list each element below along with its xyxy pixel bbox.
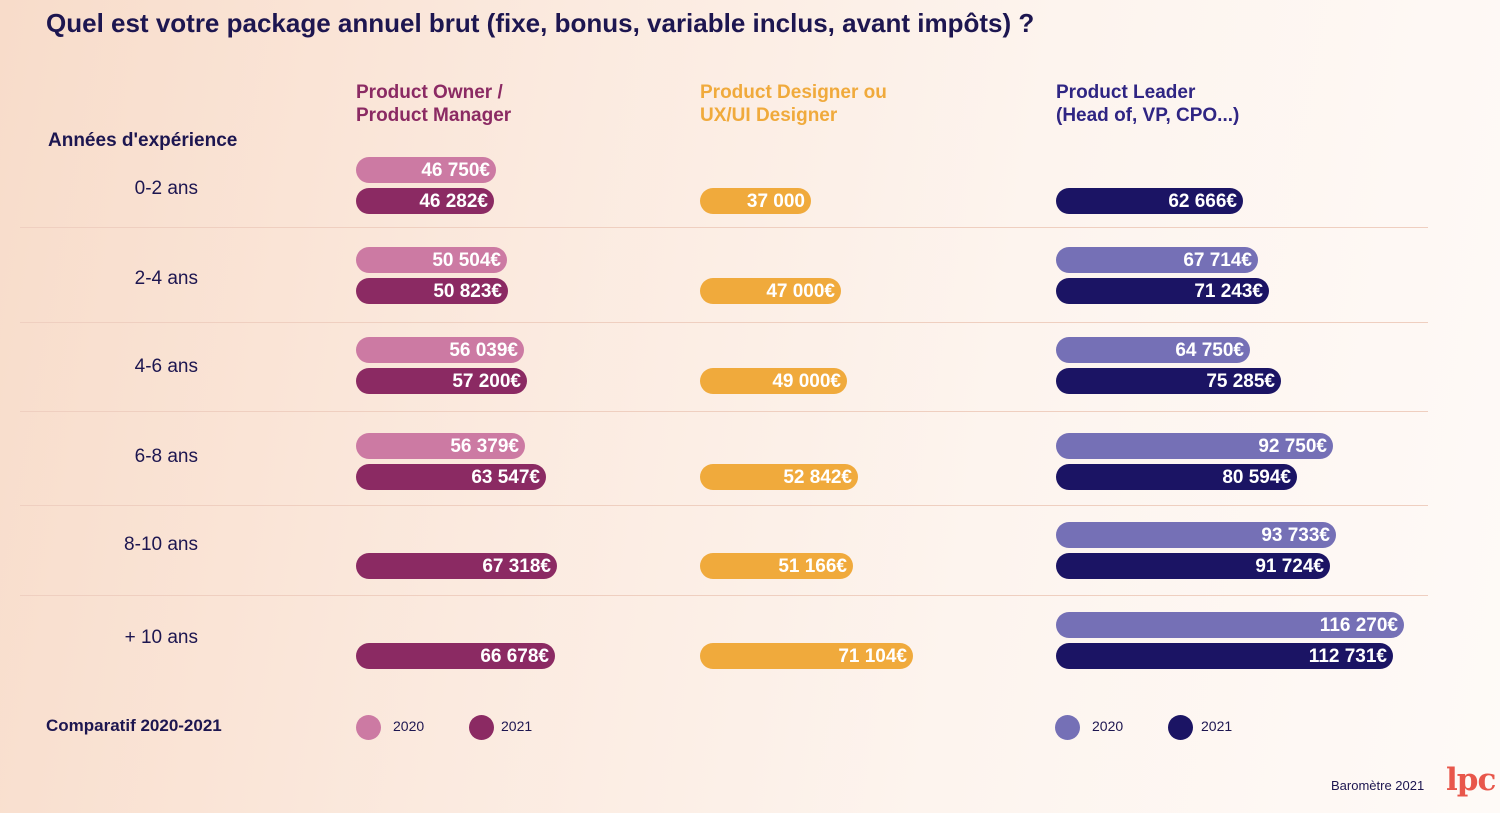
bar-value-label: 63 547€	[471, 467, 540, 488]
bar: 75 285€	[1056, 368, 1281, 394]
row-divider	[20, 411, 1428, 412]
bar: 49 000€	[700, 368, 847, 394]
bar-value-label: 51 166€	[778, 556, 847, 577]
bar: 62 666€	[1056, 188, 1243, 214]
category-label: + 10 ans	[124, 627, 198, 648]
bar: 51 166€	[700, 553, 853, 579]
bar-value-label: 71 104€	[838, 646, 907, 667]
bar-value-label: 75 285€	[1206, 371, 1275, 392]
bar: 71 243€	[1056, 278, 1269, 304]
row-divider	[20, 505, 1428, 506]
legend-swatch	[469, 715, 494, 740]
bar: 50 823€	[356, 278, 508, 304]
group-header-product-leader: Product Leader (Head of, VP, CPO...)	[1056, 81, 1239, 127]
bar-value-label: 49 000€	[772, 371, 841, 392]
bar: 57 200€	[356, 368, 527, 394]
bar: 112 731€	[1056, 643, 1393, 669]
page-title: Quel est votre package annuel brut (fixe…	[46, 8, 1035, 38]
row-divider	[20, 227, 1428, 228]
group-header-line: Product Designer ou	[700, 82, 887, 103]
category-label: 2-4 ans	[134, 268, 198, 289]
bar-value-label: 80 594€	[1222, 467, 1291, 488]
bar: 71 104€	[700, 643, 913, 669]
row-divider	[20, 595, 1428, 596]
legend-label: 2021	[501, 718, 533, 734]
bar-value-label: 67 714€	[1183, 250, 1252, 271]
category-label: 0-2 ans	[134, 178, 198, 199]
bar-value-label: 116 270€	[1319, 615, 1398, 636]
bar-value-label: 47 000€	[766, 281, 835, 302]
bar: 67 318€	[356, 553, 557, 579]
bar-value-label: 50 823€	[433, 281, 502, 302]
legend-swatch	[1055, 715, 1080, 740]
lpc-logo: lpc	[1446, 762, 1496, 798]
bar: 66 678€	[356, 643, 555, 669]
bar-value-label: 50 504€	[432, 250, 501, 271]
bar-value-label: 46 750€	[421, 160, 490, 181]
bar-value-label: 62 666€	[1168, 191, 1237, 212]
group-header-line: UX/UI Designer	[700, 105, 838, 126]
group-header-line: Product Manager	[356, 105, 512, 126]
row-divider	[20, 322, 1428, 323]
bar: 116 270€	[1056, 612, 1404, 638]
bar-value-label: 67 318€	[482, 556, 551, 577]
bar-value-label: 112 731€	[1308, 646, 1387, 667]
bar: 91 724€	[1056, 553, 1330, 579]
bar-value-label: 91 724€	[1255, 556, 1324, 577]
legend-swatch	[356, 715, 381, 740]
category-label: 4-6 ans	[134, 356, 198, 377]
bar-value-label: 52 842€	[783, 467, 852, 488]
category-label: 6-8 ans	[134, 446, 198, 467]
legend-title: Comparatif 2020-2021	[46, 716, 222, 735]
bar-value-label: 46 282€	[419, 191, 488, 212]
footer-text: Baromètre 2021	[1331, 778, 1425, 793]
group-header-line: Product Owner /	[356, 82, 503, 103]
bar: 50 504€	[356, 247, 507, 273]
bar: 63 547€	[356, 464, 546, 490]
legend-swatch	[1168, 715, 1193, 740]
bar-value-label: 92 750€	[1258, 436, 1327, 457]
bar: 67 714€	[1056, 247, 1258, 273]
row-header: Années d'expérience	[48, 130, 238, 151]
bar-value-label: 93 733€	[1261, 525, 1330, 546]
bar: 46 750€	[356, 157, 496, 183]
bar: 56 379€	[356, 433, 525, 459]
bar: 37 000	[700, 188, 811, 214]
bar: 47 000€	[700, 278, 841, 304]
group-header-line: Product Leader	[1056, 82, 1196, 103]
bar: 64 750€	[1056, 337, 1250, 363]
bar-value-label: 64 750€	[1175, 340, 1244, 361]
group-header-product-owner: Product Owner / Product Manager	[356, 81, 511, 127]
bar: 92 750€	[1056, 433, 1333, 459]
bar: 56 039€	[356, 337, 524, 363]
category-label: 8-10 ans	[124, 534, 198, 555]
bar-value-label: 71 243€	[1194, 281, 1263, 302]
bar: 93 733€	[1056, 522, 1336, 548]
legend-label: 2020	[393, 718, 425, 734]
bar-value-label: 56 039€	[449, 340, 518, 361]
legend-label: 2021	[1201, 718, 1233, 734]
bar-value-label: 37 000	[746, 191, 805, 212]
bar: 52 842€	[700, 464, 858, 490]
bar-value-label: 56 379€	[450, 436, 519, 457]
bar-value-label: 57 200€	[452, 371, 521, 392]
group-header-product-designer: Product Designer ou UX/UI Designer	[700, 81, 887, 127]
bar-value-label: 66 678€	[480, 646, 549, 667]
group-header-line: (Head of, VP, CPO...)	[1056, 105, 1240, 126]
bar: 46 282€	[356, 188, 494, 214]
bar: 80 594€	[1056, 464, 1297, 490]
legend-label: 2020	[1092, 718, 1124, 734]
